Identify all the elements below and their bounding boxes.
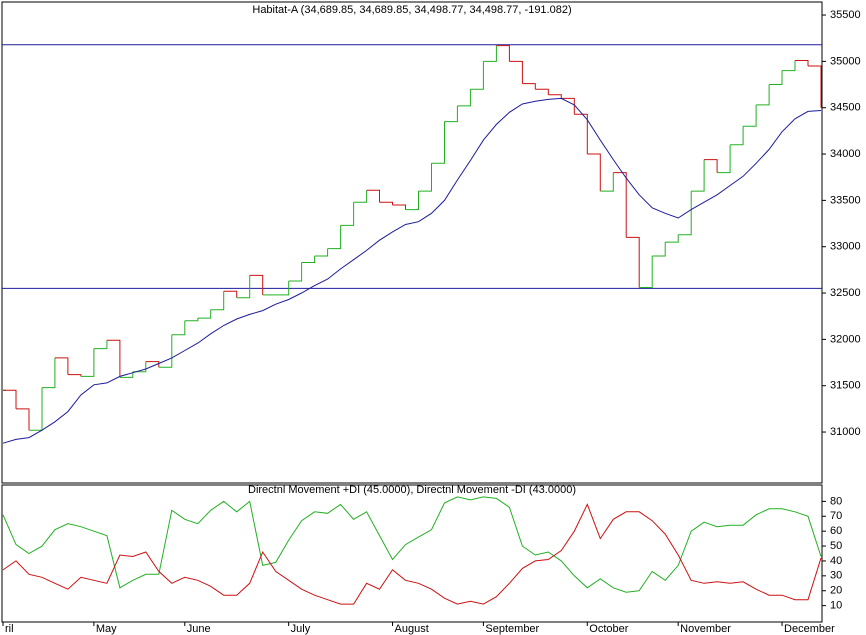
x-tick-label: September: [485, 623, 539, 635]
price-step: [54, 357, 69, 375]
price-step: [561, 97, 575, 115]
price-step: [366, 189, 380, 203]
x-tick-label: November: [680, 623, 731, 635]
price-step: [769, 70, 783, 85]
price-step: [756, 84, 770, 106]
price-step: [743, 104, 757, 127]
price-step: [730, 126, 744, 146]
y-tick-label: 60: [830, 525, 842, 537]
price-step: [132, 361, 147, 373]
price-step: [574, 113, 588, 154]
price-step: [327, 225, 342, 250]
price-step: [210, 291, 225, 311]
price-step: [626, 236, 640, 288]
y-tick-label: 32000: [830, 333, 861, 345]
price-step: [106, 339, 121, 378]
price-step: [431, 121, 445, 164]
price-step: [405, 191, 419, 211]
y-tick-label: 10: [830, 600, 842, 612]
price-step: [717, 144, 731, 174]
price-step: [444, 105, 458, 123]
price-step: [509, 60, 523, 84]
price-step: [496, 45, 510, 62]
price-step: [691, 159, 705, 192]
price-step: [665, 234, 679, 243]
x-tick-label: June: [187, 623, 211, 635]
price-step: [42, 357, 56, 389]
price-step: [600, 172, 614, 192]
y-tick-label: 34000: [830, 148, 861, 160]
price-step: [522, 83, 536, 90]
price-step: [223, 290, 238, 298]
x-tick-label: ril: [5, 623, 14, 635]
price-panel: [1, 1, 823, 484]
price-step: [340, 202, 355, 226]
y-tick-label: 80: [830, 495, 842, 507]
y-tick-label: 50: [830, 540, 842, 552]
price-step: [249, 274, 264, 295]
series-line: [2, 496, 822, 593]
price-step: [93, 340, 108, 350]
chart-title: Habitat-A (34,689.85, 34,689.85, 34,498.…: [252, 4, 571, 16]
price-step: [145, 361, 160, 368]
x-tick-label: October: [589, 623, 628, 635]
price-step: [379, 201, 393, 205]
price-step: [808, 65, 822, 108]
x-tick-label: May: [96, 623, 117, 635]
price-step: [392, 204, 406, 210]
y-tick-label: 31500: [830, 380, 861, 392]
price-step: [353, 190, 368, 203]
price-step: [301, 256, 316, 263]
price-step: [314, 248, 329, 257]
price-step: [67, 374, 82, 377]
indicator-panel: [1, 484, 823, 623]
price-step: [652, 242, 666, 257]
price-step: [418, 163, 432, 192]
y-tick-label: 33000: [830, 241, 861, 253]
price-step: [80, 348, 95, 377]
y-tick-label: 31000: [830, 426, 861, 438]
price-step: [704, 159, 718, 173]
price-step: [782, 60, 796, 72]
price-step: [483, 45, 497, 62]
x-tick-label: August: [395, 623, 429, 635]
price-step: [288, 262, 303, 282]
price-step: [548, 94, 562, 99]
price-step: [613, 172, 627, 238]
price-step: [16, 408, 30, 431]
price-step: [236, 275, 251, 299]
y-tick-label: 70: [830, 510, 842, 522]
y-tick-label: 30: [830, 570, 842, 582]
price-step: [158, 334, 173, 368]
y-tick-label: 35500: [830, 9, 861, 21]
y-tick-label: 32500: [830, 287, 861, 299]
price-step: [587, 153, 601, 192]
price-step: [29, 387, 43, 431]
y-tick-label: 35000: [830, 55, 861, 67]
price-step: [457, 89, 471, 107]
price-step: [639, 256, 653, 288]
series-line: [2, 503, 822, 605]
x-tick-label: December: [784, 623, 835, 635]
y-tick-label: 40: [830, 555, 842, 567]
price-step: [470, 61, 484, 90]
price-step: [275, 281, 290, 296]
price-step: [197, 309, 212, 319]
y-tick-label: 34500: [830, 102, 861, 114]
y-tick-label: 20: [830, 585, 842, 597]
price-step: [119, 371, 134, 378]
price-step: [535, 88, 549, 95]
series-line: [2, 97, 822, 444]
price-step: [184, 318, 199, 322]
indicator-title: Directnl Movement +DI (45.0000), Directn…: [248, 484, 576, 496]
price-step: [678, 191, 692, 236]
price-step: [795, 60, 809, 66]
price-step: [171, 320, 186, 336]
price-step: [3, 389, 17, 409]
y-tick-label: 33500: [830, 194, 861, 206]
x-tick-label: July: [291, 623, 311, 635]
